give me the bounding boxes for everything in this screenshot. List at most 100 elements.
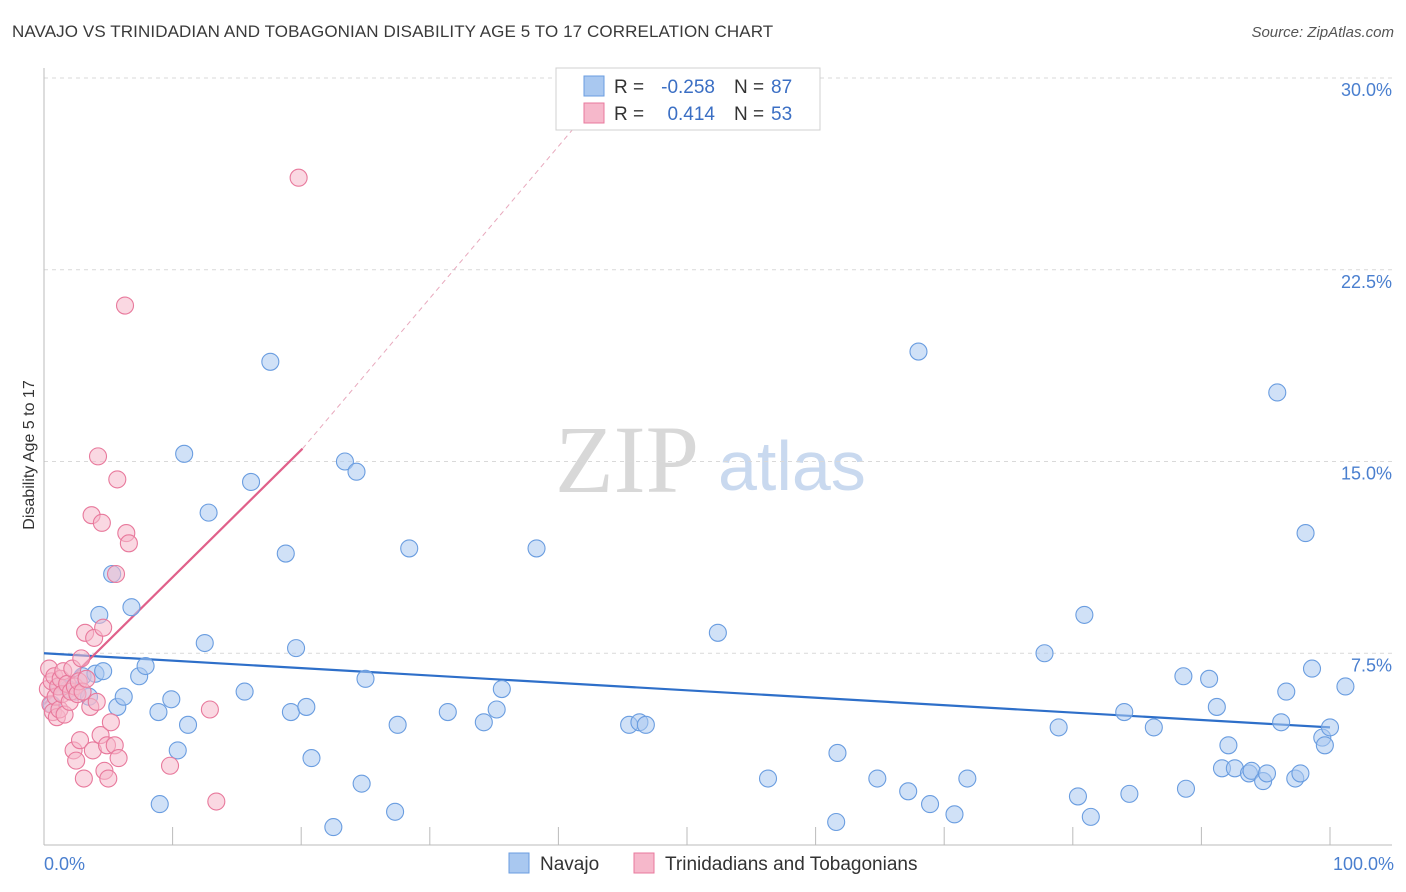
navajo-point [958, 769, 977, 788]
tt-point [88, 447, 108, 466]
navajo-point [1277, 682, 1296, 701]
navajo-point [527, 539, 546, 558]
navajo-point [1144, 718, 1163, 737]
legend-r-label-2: R = [614, 104, 644, 125]
navajo-point [297, 697, 316, 716]
navajo-point [758, 769, 778, 788]
navajo-point [235, 682, 254, 701]
navajo-point [1296, 524, 1315, 543]
tt-point [160, 756, 180, 775]
navajo-point [386, 802, 405, 821]
navajo-point [281, 703, 300, 722]
navajo-trend-line [43, 652, 1331, 729]
bottom-legend-label-tt: Trinidadians and Tobagonians [665, 854, 917, 875]
series-legend: Navajo Trinidadians and Tobagonians [508, 852, 917, 875]
navajo-point [400, 539, 419, 558]
tt-point [101, 713, 120, 732]
navajo-point [1272, 713, 1291, 732]
navajo-point [356, 669, 375, 688]
y-tick-label: 30.0% [1341, 80, 1392, 100]
navajo-point [94, 662, 113, 681]
tt-point [94, 618, 113, 637]
bottom-legend-label-navajo: Navajo [540, 854, 599, 875]
navajo-point [899, 782, 918, 801]
navajo-point [1035, 644, 1054, 663]
tt-point [119, 534, 138, 553]
legend-n-value-2: 53 [771, 104, 792, 125]
navajo-point [1219, 736, 1238, 755]
tt-point [77, 669, 96, 688]
legend-r-value-1: -0.258 [661, 77, 715, 98]
navajo-point [708, 623, 727, 642]
navajo-point [868, 769, 887, 788]
navajo-point [122, 598, 141, 617]
legend-n-label-2: N = [734, 104, 764, 125]
axes [43, 68, 1392, 846]
navajo-point [195, 633, 214, 653]
navajo-point [828, 743, 847, 763]
navajo-point [827, 812, 846, 832]
tt-point [289, 168, 308, 187]
navajo-point [1302, 659, 1322, 678]
legend-r-value-2: 0.414 [667, 104, 715, 125]
source-credit: Source: ZipAtlas.com [1251, 24, 1394, 41]
navajo-point [909, 342, 928, 361]
navajo-point [474, 713, 493, 732]
tt-point [207, 792, 226, 811]
navajo-point [1176, 779, 1196, 798]
navajo-point [1291, 764, 1310, 783]
navajo-point [1081, 807, 1100, 826]
navajo-point [150, 795, 169, 814]
navajo-point [168, 741, 187, 760]
legend-r-label-1: R = [614, 77, 644, 98]
navajo-point [945, 805, 964, 824]
navajo-point [178, 715, 198, 734]
navajo-point [261, 352, 280, 371]
navajo-point [324, 818, 343, 837]
navajo-point [438, 703, 457, 722]
navajo-point [352, 774, 371, 793]
navajo-point [388, 715, 407, 734]
bottom-legend-swatch-tt [633, 852, 655, 874]
tt-point [106, 564, 126, 584]
navajo-point [1315, 736, 1334, 755]
legend-swatch-navajo [583, 75, 605, 97]
navajo-point [1068, 787, 1087, 806]
tt-point [67, 751, 86, 770]
navajo-point [162, 690, 181, 709]
tt-point [109, 749, 128, 768]
navajo-point [1120, 784, 1139, 803]
tt-point [99, 769, 118, 788]
navajo-point [199, 503, 218, 522]
legend-n-value-1: 87 [771, 77, 792, 98]
legend-swatch-tt [583, 102, 605, 124]
navajo-point [136, 656, 155, 676]
navajo-point [114, 687, 133, 706]
navajo-point [1207, 697, 1226, 716]
navajo-point [1075, 605, 1094, 624]
navajo-point [302, 749, 321, 768]
x-tick-label-min: 0.0% [44, 854, 85, 874]
navajo-point [175, 444, 194, 463]
tt-point [92, 513, 111, 532]
tt-point [72, 649, 91, 668]
navajo-point [276, 544, 295, 563]
navajo-point [1320, 718, 1340, 737]
y-tick-labels: 7.5% 15.0% 22.5% 30.0% [1341, 80, 1392, 675]
watermark-atlas: atlas [718, 427, 866, 505]
tt-point [87, 692, 106, 711]
navajo-point [1336, 677, 1355, 696]
y-tick-label: 15.0% [1341, 464, 1392, 484]
navajo-point [335, 452, 354, 471]
tt-point [74, 769, 93, 788]
tt-trend-extension [302, 70, 624, 450]
tt-point [200, 700, 219, 719]
tt-point [115, 296, 135, 315]
x-tick-label-max: 100.0% [1333, 854, 1394, 874]
navajo-point [347, 462, 366, 481]
navajo-point [241, 472, 261, 492]
grid-lines [44, 77, 1392, 654]
trend-lines [43, 70, 1331, 729]
watermark-zip: ZIP [555, 406, 699, 513]
